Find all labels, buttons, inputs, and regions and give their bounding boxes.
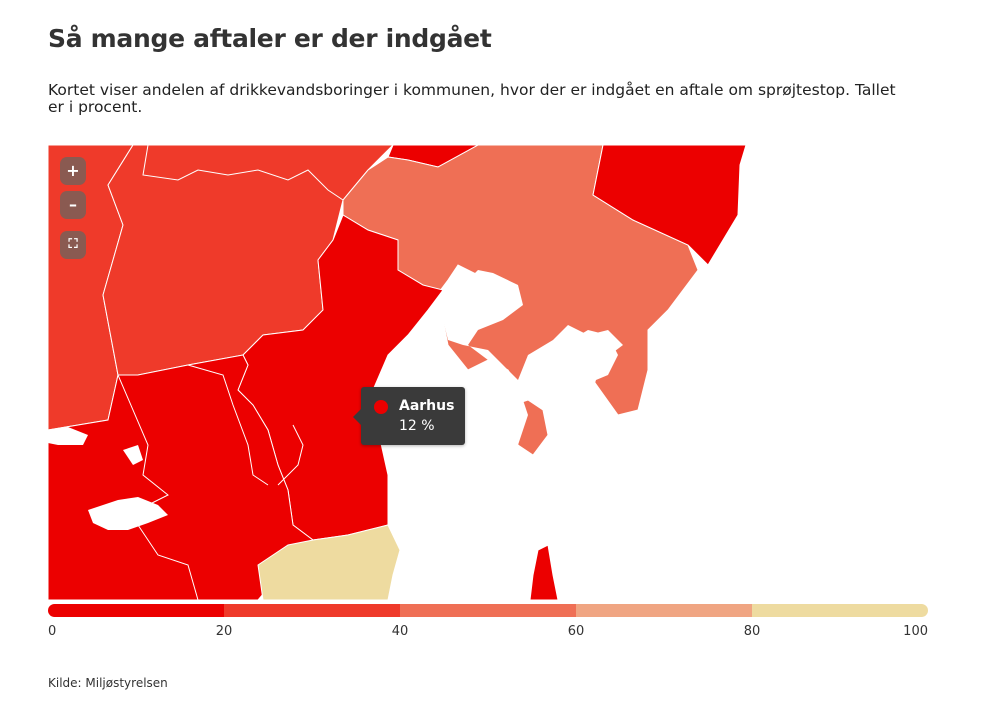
- legend-tick: 60: [567, 624, 585, 639]
- chart-subtitle: Kortet viser andelen af drikkevandsborin…: [48, 81, 896, 116]
- legend-bin-20-40: [224, 604, 400, 617]
- zoom-out-button[interactable]: –: [60, 191, 86, 219]
- tooltip-municipality-name: Aarhus: [399, 398, 455, 414]
- legend-bin-0-20: [48, 604, 224, 617]
- choropleth-map[interactable]: + – ⛶: [48, 145, 746, 600]
- chart-title: Så mange aftaler er der indgået: [48, 24, 492, 53]
- tooltip-value: 12 %: [399, 418, 435, 434]
- legend-bin-40-60: [400, 604, 576, 617]
- zoom-in-button[interactable]: +: [60, 157, 86, 185]
- legend-tick: 40: [391, 624, 409, 639]
- map-tooltip: Aarhus 12 %: [353, 387, 465, 445]
- legend-bin-60-80: [576, 604, 752, 617]
- source-note: Kilde: Miljøstyrelsen: [48, 676, 168, 690]
- map-svg[interactable]: [48, 145, 746, 600]
- color-legend: [48, 604, 928, 617]
- legend-tick: 0: [48, 624, 57, 639]
- tooltip-color-dot: [374, 400, 388, 414]
- legend-tick: 100: [903, 624, 928, 639]
- legend-tick: 80: [743, 624, 761, 639]
- legend-bin-80-100: [752, 604, 928, 617]
- legend-tick: 20: [215, 624, 233, 639]
- fullscreen-icon[interactable]: ⛶: [60, 231, 86, 259]
- legend-ticks: 0 20 40 60 80 100: [48, 624, 928, 640]
